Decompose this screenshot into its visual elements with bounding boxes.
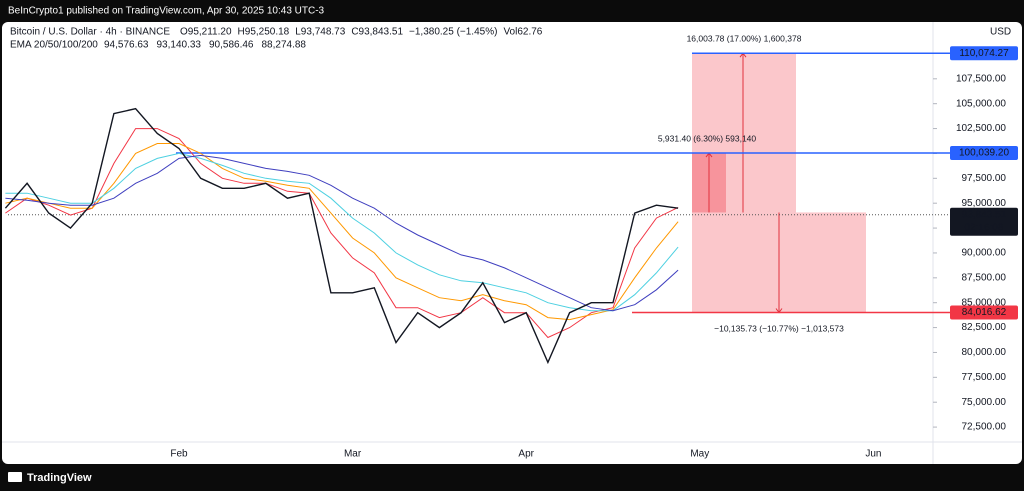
price-label-bg <box>950 146 1018 161</box>
y-tick-label: 85,000.00 <box>962 297 1007 308</box>
measure-label: 5,931.40 (6.30%) 593,140 <box>658 133 757 143</box>
last-price-label: 93,843.51 <box>962 209 1007 220</box>
y-tick-label: 72,500.00 <box>962 422 1007 433</box>
ohlc-value: H95,250.18 <box>238 27 290 38</box>
indicator-name: EMA 20/50/100/200 <box>10 40 98 51</box>
x-tick-label: Jun <box>865 449 881 460</box>
y-tick-label: 95,000.00 <box>962 198 1007 209</box>
ema-legend-value: 94,576.63 <box>104 40 149 51</box>
measure-label: −10,135.73 (−10.77%) −1,013,573 <box>714 323 844 333</box>
y-tick-label: 97,500.00 <box>962 173 1007 184</box>
y-tick-label: 105,000.00 <box>956 98 1006 109</box>
x-tick-label: Mar <box>344 449 362 460</box>
countdown: 02:16:08 <box>965 222 1004 233</box>
y-tick-label: 107,500.00 <box>956 73 1006 84</box>
currency: USD <box>990 27 1011 38</box>
ohlc-value: O95,211.20 <box>180 27 232 38</box>
ema-line <box>5 128 679 339</box>
y-tick-label: 77,500.00 <box>962 372 1007 383</box>
y-tick-label: 102,500.00 <box>956 123 1006 134</box>
price-label: 100,039.20 <box>959 148 1009 159</box>
x-tick-label: Apr <box>518 449 534 460</box>
tv-logo <box>8 472 22 482</box>
measure-label: 16,003.78 (17.00%) 1,600,378 <box>687 33 802 43</box>
ema-legend-value: 90,586.46 <box>209 40 254 51</box>
ohlc-value: C93,843.51 <box>351 27 403 38</box>
y-tick-label: 80,000.00 <box>962 347 1007 358</box>
ema-line <box>5 154 679 312</box>
ema-legend-value: 88,274.88 <box>262 40 307 51</box>
ohlc-value: −1,380.25 (−1.45%) <box>409 27 497 38</box>
price-label: 84,016.62 <box>962 307 1007 318</box>
ohlc-value: L93,748.73 <box>295 27 345 38</box>
price-line-series <box>4 107 679 365</box>
y-tick-label: 75,000.00 <box>962 397 1007 408</box>
ema-line <box>5 152 679 312</box>
published-note: BeInCrypto1 published on TradingView.com… <box>8 6 325 17</box>
x-tick-label: May <box>690 449 709 460</box>
price-label: 110,074.27 <box>959 48 1009 59</box>
y-tick-label: 90,000.00 <box>962 248 1007 259</box>
x-tick-label: Feb <box>170 449 188 460</box>
chart-panel <box>2 22 1022 464</box>
last-price-bg <box>950 207 1018 236</box>
y-tick-label: 82,500.00 <box>962 322 1007 333</box>
price-label-bg <box>950 46 1018 61</box>
price-label-bg <box>950 305 1018 320</box>
footer-brand: TradingView <box>27 472 92 484</box>
y-tick-label: 87,500.00 <box>962 272 1007 283</box>
ema-legend-value: 93,140.33 <box>157 40 202 51</box>
ohlc-value: Vol62.76 <box>503 27 542 38</box>
chart-title: Bitcoin / U.S. Dollar · 4h · BINANCE <box>10 27 170 38</box>
